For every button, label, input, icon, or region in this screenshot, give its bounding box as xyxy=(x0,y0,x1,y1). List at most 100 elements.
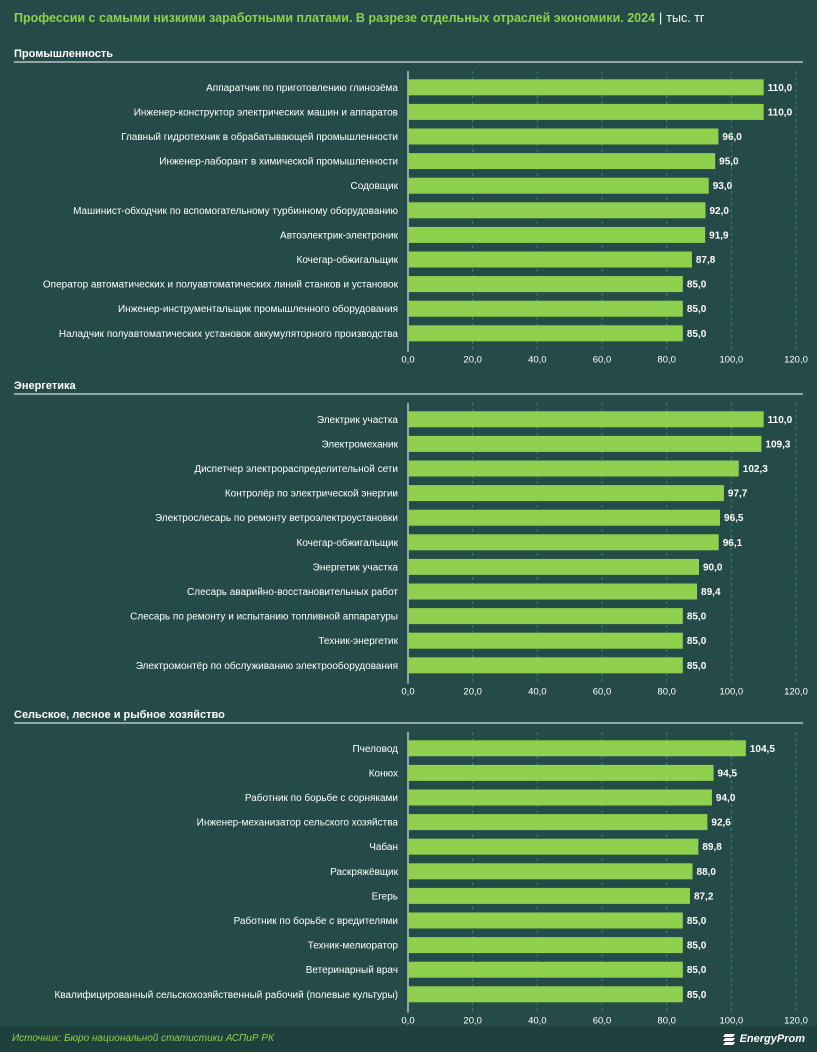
bar xyxy=(408,961,683,978)
bar xyxy=(408,325,683,342)
category-label: Инженер-конструктор электрических машин … xyxy=(134,107,398,118)
data-label: 110,0 xyxy=(768,107,793,118)
x-tick-label: 60,0 xyxy=(593,1016,612,1026)
bar xyxy=(408,937,683,954)
source-note: Источник: Бюро национальной статистики А… xyxy=(12,1033,274,1044)
data-label: 92,0 xyxy=(709,206,729,217)
bar xyxy=(408,986,683,1003)
x-tick-label: 20,0 xyxy=(463,1016,482,1026)
category-label: Диспетчер электрораспределительной сети xyxy=(194,464,398,475)
unit-label: тыс. тг xyxy=(666,11,705,25)
data-label: 85,0 xyxy=(687,990,707,1001)
bar xyxy=(408,789,712,806)
data-label: 94,0 xyxy=(716,793,736,804)
data-label: 85,0 xyxy=(687,661,707,672)
data-label: 97,7 xyxy=(728,489,748,500)
section-title: Промышленность xyxy=(14,48,113,60)
footer: Источник: Бюро национальной статистики А… xyxy=(0,1026,817,1052)
bar xyxy=(408,534,719,551)
chart-header: Профессии с самыми низкими заработными п… xyxy=(14,10,804,32)
bar xyxy=(408,657,683,674)
category-label: Пчеловод xyxy=(352,744,398,755)
x-tick-label: 0,0 xyxy=(401,687,414,698)
data-label: 96,1 xyxy=(723,538,743,549)
x-tick-label: 120,0 xyxy=(784,1016,808,1026)
data-label: 85,0 xyxy=(687,280,707,291)
x-tick-label: 80,0 xyxy=(657,1016,676,1026)
bar xyxy=(408,79,764,96)
logo-text: EnergyProm xyxy=(739,1033,805,1045)
x-tick-label: 40,0 xyxy=(528,687,547,698)
category-label: Аппаратчик по приготовлению глинозёма xyxy=(206,83,398,94)
category-label: Энергетик участка xyxy=(313,562,399,573)
bar xyxy=(408,485,724,502)
bar xyxy=(408,226,706,243)
bar xyxy=(408,103,764,120)
x-tick-label: 80,0 xyxy=(657,355,676,366)
category-label: Машинист-обходчик по вспомогательному ту… xyxy=(73,205,398,217)
category-label: Оператор автоматических и полуавтоматиче… xyxy=(43,280,399,291)
x-tick-label: 100,0 xyxy=(719,687,743,698)
category-label: Электрослесарь по ремонту ветроэлектроус… xyxy=(155,513,398,524)
data-label: 110,0 xyxy=(768,415,793,426)
category-label: Работник по борьбе с вредителями xyxy=(234,915,398,927)
data-label: 85,0 xyxy=(687,636,707,647)
data-label: 85,0 xyxy=(687,965,707,976)
bar xyxy=(408,912,683,929)
bar xyxy=(408,740,746,757)
bar xyxy=(408,276,683,293)
category-label: Слесарь по ремонту и испытанию топливной… xyxy=(130,612,398,623)
data-label: 85,0 xyxy=(687,329,707,340)
bar xyxy=(408,128,719,145)
energyprom-logo-icon xyxy=(722,1034,735,1045)
bar-chart-panels: Промышленность Аппаратчик по приготовлени… xyxy=(14,48,808,1026)
category-label: Наладчик полуавтоматических установок ак… xyxy=(59,329,399,340)
data-label: 87,2 xyxy=(694,891,714,902)
chart-title: Профессии с самыми низкими заработными п… xyxy=(14,11,656,25)
x-tick-label: 60,0 xyxy=(593,687,612,698)
category-label: Контролёр по электрической энергии xyxy=(225,489,398,500)
data-label: 91,9 xyxy=(709,230,729,241)
data-label: 95,0 xyxy=(719,157,739,168)
category-label: Чабан xyxy=(369,841,398,853)
bar xyxy=(408,153,716,170)
data-label: 93,0 xyxy=(713,181,733,192)
category-label: Кочегар-обжигальщик xyxy=(297,254,399,266)
bar xyxy=(408,838,699,855)
data-label: 85,0 xyxy=(687,304,707,315)
data-label: 85,0 xyxy=(687,941,707,952)
data-label: 88,0 xyxy=(697,867,717,878)
bar xyxy=(408,435,762,452)
data-label: 110,0 xyxy=(768,83,793,94)
category-label: Содовщик xyxy=(351,181,399,192)
category-label: Техник-энергетик xyxy=(318,636,398,647)
category-label: Техник-мелиоратор xyxy=(308,941,399,952)
category-label: Раскряжёвщик xyxy=(330,867,399,878)
section-title: Энергетика xyxy=(14,380,77,392)
category-label: Слесарь аварийно-восстановительных работ xyxy=(187,586,398,598)
category-label: Инженер-механизатор сельского хозяйства xyxy=(197,818,399,829)
data-label: 90,0 xyxy=(703,562,723,573)
x-tick-label: 20,0 xyxy=(463,687,482,698)
data-label: 87,8 xyxy=(696,255,716,266)
category-label: Работник по борьбе с сорняками xyxy=(245,792,398,804)
bar xyxy=(408,764,714,781)
category-label: Электромонтёр по обслуживанию электрообо… xyxy=(136,660,398,672)
data-label: 104,5 xyxy=(750,744,775,755)
section-title: Сельское, лесное и рыбное хозяйство xyxy=(14,709,225,721)
x-tick-label: 40,0 xyxy=(528,355,547,366)
bar xyxy=(408,632,683,649)
data-label: 96,5 xyxy=(724,513,744,524)
x-tick-label: 40,0 xyxy=(528,1016,547,1026)
data-label: 102,3 xyxy=(743,464,768,475)
category-label: Инженер-лаборант в химической промышленн… xyxy=(159,156,398,168)
category-label: Ветеринарный врач xyxy=(306,965,398,976)
data-label: 89,8 xyxy=(702,842,722,853)
bar xyxy=(408,608,683,625)
category-label: Автоэлектрик-электроник xyxy=(280,230,399,241)
bar xyxy=(408,202,706,219)
data-label: 89,4 xyxy=(701,587,721,598)
category-label: Егерь xyxy=(372,891,398,902)
x-tick-label: 0,0 xyxy=(401,355,414,366)
bar xyxy=(408,558,699,575)
